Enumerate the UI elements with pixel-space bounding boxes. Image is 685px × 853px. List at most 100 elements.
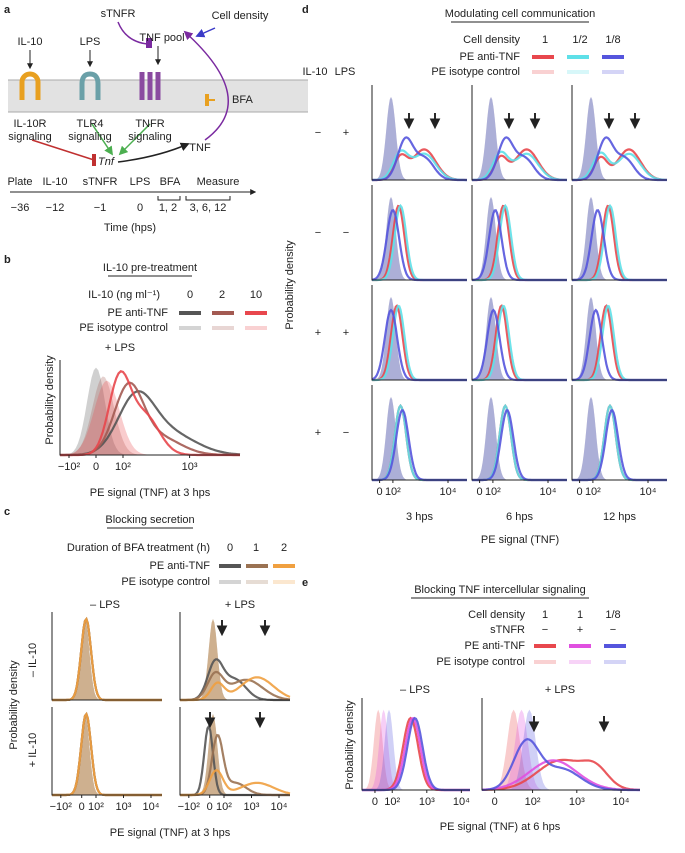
- axes: [571, 85, 667, 181]
- condition-sign: +: [343, 327, 349, 339]
- receptor-label: signaling: [8, 131, 51, 143]
- isotype-density: [180, 714, 290, 795]
- panel-title: Modulating cell communication: [445, 8, 595, 20]
- x-axis-label: PE signal (TNF): [481, 534, 559, 546]
- density-curve: [180, 733, 290, 797]
- axes: [51, 707, 162, 796]
- timeline-event: IL-10: [42, 176, 67, 188]
- legend-title: Cell density: [463, 34, 520, 46]
- panel-label: b: [4, 254, 11, 266]
- isotype-density: [52, 714, 162, 795]
- axes: [51, 612, 162, 701]
- timeline-event: Measure: [197, 176, 240, 188]
- column-label: + LPS: [545, 684, 575, 696]
- isotype-density: [372, 197, 467, 280]
- x-tick-label: 0: [577, 486, 583, 498]
- isotype-density: [372, 197, 467, 280]
- x-tick-label: 10²: [384, 796, 400, 808]
- axes: [179, 612, 290, 701]
- legend-row: PE anti-TNF: [149, 560, 210, 572]
- legend-row: sTNFR: [490, 624, 525, 636]
- legend-row: PE isotype control: [121, 576, 210, 588]
- bfa-label: BFA: [232, 94, 253, 106]
- isotype-density: [372, 297, 467, 380]
- legend-title: IL-10 (ng ml⁻¹): [88, 289, 160, 301]
- isotype-density: [372, 197, 467, 280]
- x-tick-label: 10⁴: [271, 801, 288, 813]
- row-label: + IL-10: [27, 733, 39, 768]
- x-tick-label: −10²: [58, 461, 81, 473]
- axes: [471, 385, 567, 481]
- x-tick-label: 10⁴: [440, 486, 457, 498]
- column-label: – LPS: [400, 684, 430, 696]
- x-tick-label: 10⁴: [143, 801, 160, 813]
- isotype-density: [572, 397, 667, 480]
- x-axis-label: PE signal (TNF) at 3 hps: [90, 487, 211, 499]
- density-curve: [472, 150, 568, 182]
- x-tick-label: 10⁴: [640, 486, 657, 498]
- timeline-event: sTNFR: [83, 176, 118, 188]
- legend-value: 1/8: [605, 609, 620, 621]
- x-tick-label: 10⁴: [453, 796, 470, 808]
- factor-header: LPS: [335, 66, 356, 78]
- density-curve: [572, 151, 667, 182]
- condition-label: + LPS: [105, 342, 135, 354]
- x-tick-label: 10³: [182, 461, 198, 473]
- legend-row: PE anti-TNF: [459, 51, 520, 63]
- x-tick-label: 0: [492, 796, 498, 808]
- isotype-density: [362, 709, 470, 790]
- legend-row: Cell density: [468, 609, 525, 621]
- legend-value: 1: [542, 609, 548, 621]
- column-label: – LPS: [90, 599, 120, 611]
- legend-value: 1: [577, 609, 583, 621]
- isotype-density: [482, 709, 640, 790]
- density-curve: [180, 769, 291, 797]
- input-label: IL-10: [17, 36, 42, 48]
- timeline-time: −12: [46, 202, 65, 214]
- legend-level: 1/8: [605, 34, 620, 46]
- x-tick-label: 0: [372, 796, 378, 808]
- panel-label: e: [302, 577, 308, 589]
- row-label: – IL-10: [27, 643, 39, 677]
- x-tick-label: 10²: [115, 461, 131, 473]
- density-curve: [180, 676, 291, 702]
- y-axis-label: Probability density: [284, 240, 296, 330]
- x-tick-label: 0: [207, 801, 213, 813]
- isotype-density: [372, 397, 467, 480]
- density-curve: [52, 616, 162, 702]
- axes: [371, 85, 467, 181]
- condition-sign: −: [343, 227, 349, 239]
- isotype-density: [482, 709, 640, 790]
- x-axis-label: PE signal (TNF) at 3 hps: [110, 827, 231, 839]
- isotype-density: [472, 97, 567, 180]
- input-label: TNF pool: [139, 32, 184, 44]
- receptor-label: signaling: [128, 131, 171, 143]
- panel-title: IL-10 pre-treatment: [103, 262, 197, 274]
- x-tick-label: 10³: [419, 796, 435, 808]
- x-tick-label: 10³: [569, 796, 585, 808]
- axes: [571, 185, 667, 281]
- timeline-axis-label: Time (hps): [104, 222, 156, 234]
- receptor-label: TNFR: [135, 118, 164, 130]
- receptor-label: TLR4: [77, 118, 104, 130]
- column-label: 6 hps: [506, 511, 533, 523]
- panel-title: Blocking TNF intercellular signaling: [414, 584, 586, 596]
- isotype-density: [180, 619, 290, 700]
- x-tick-label: 10²: [485, 486, 501, 498]
- condition-sign: +: [343, 127, 349, 139]
- isotype-density: [572, 297, 667, 380]
- legend-value: −: [542, 624, 548, 636]
- density-curve: [180, 723, 290, 797]
- isotype-density: [482, 709, 640, 790]
- density-curve: [180, 670, 291, 702]
- isotype-density: [472, 297, 567, 380]
- legend-level: 0: [227, 542, 233, 554]
- legend-level: 0: [187, 289, 193, 301]
- x-axis-label: PE signal (TNF) at 6 hps: [440, 821, 561, 833]
- axes: [471, 185, 567, 281]
- isotype-density: [372, 297, 467, 380]
- condition-sign: +: [315, 327, 321, 339]
- isotype-density: [60, 367, 240, 455]
- factor-header: IL-10: [302, 66, 327, 78]
